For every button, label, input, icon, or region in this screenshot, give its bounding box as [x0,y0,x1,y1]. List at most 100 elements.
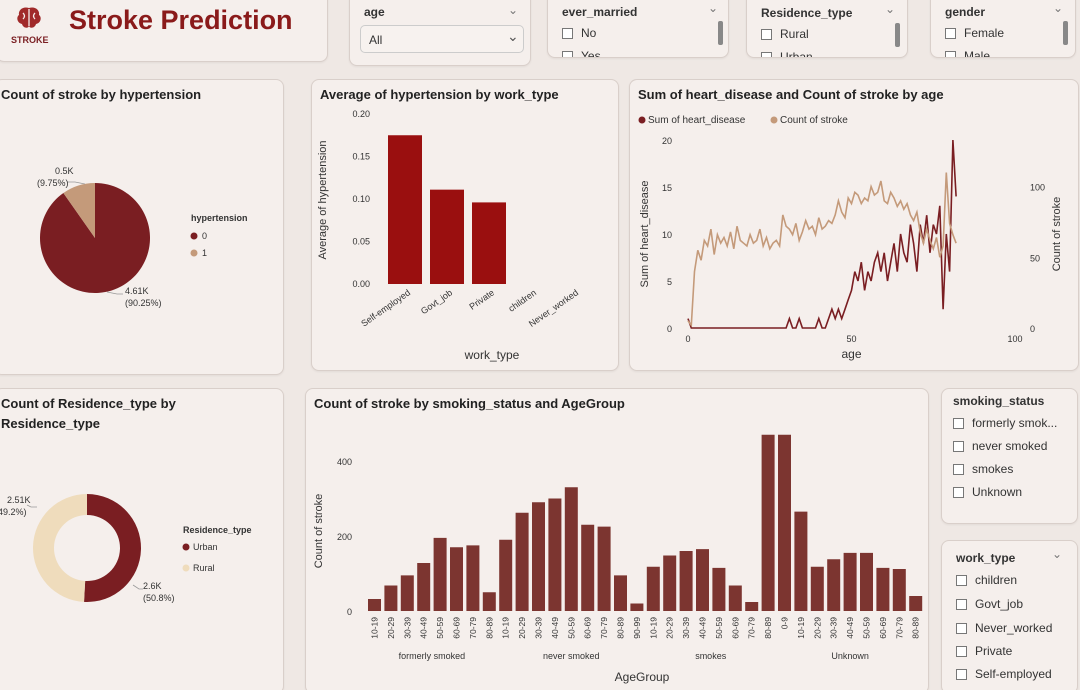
y-axis-label: Count of stroke [313,494,325,569]
x-tick-label: Self-employed [359,287,412,328]
hypertension-work-title: Average of hypertension by work_type [320,87,559,102]
y2-tick-label: 50 [1030,253,1040,263]
residence-slicer[interactable]: Residence_type ⌄ Rural Urban [746,0,908,58]
checkbox[interactable] [562,50,573,57]
checkbox[interactable] [956,668,967,680]
legend-label: Sum of heart_disease [648,115,746,126]
ever-married-option-no[interactable]: No [562,26,596,40]
bar [745,602,759,611]
checkbox[interactable] [956,574,967,586]
donut-slice-rural [32,494,87,602]
bar [892,569,906,611]
checkbox[interactable] [953,486,964,498]
checkbox[interactable] [956,622,967,634]
bar [400,575,414,611]
slicer-scrollbar[interactable] [1063,21,1068,45]
checkbox[interactable] [945,50,956,57]
bar [728,585,742,611]
heart-stroke-age-chart: Sum of heart_disease Count of stroke 0 5 10 1… [638,115,1063,361]
x-tick-label: 20-29 [517,617,527,639]
chevron-down-icon[interactable]: ⌄ [708,1,719,15]
group-label: never smoked [543,651,600,661]
x-tick-label: 60-69 [878,617,888,639]
checkbox[interactable] [761,28,772,40]
residence-donut-card: Count of Residence_type by Residence_typ… [0,388,284,690]
hypertension-work-card: Average of hypertension by work_type 0.0… [311,79,619,371]
checkbox[interactable] [956,645,967,657]
x-tick-label: 10-19 [501,617,511,639]
chevron-down-icon[interactable]: ⌄ [508,3,519,17]
ever-married-slicer-label: ever_married [562,5,638,19]
bar [663,555,677,611]
work-option-govt[interactable]: Govt_job [956,597,1023,611]
slicer-scrollbar[interactable] [895,23,900,47]
chevron-down-icon[interactable]: ⌄ [885,2,896,16]
ever-married-slicer[interactable]: ever_married ⌄ No Yes [547,0,729,58]
checkbox[interactable] [945,27,956,39]
bar [466,545,480,611]
bar [472,202,506,284]
y-tick-label: 0.00 [352,279,370,289]
option-label: Rural [780,27,809,41]
age-dropdown[interactable]: All ⌄ [360,25,524,53]
smoking-option-formerly[interactable]: formerly smok... [953,416,1057,430]
residence-option-urban[interactable]: Urban [761,50,813,57]
work-option-self[interactable]: Self-employed [956,667,1052,681]
work-option-never[interactable]: Never_worked [956,621,1052,635]
pie-slice-0 [39,183,150,293]
checkbox[interactable] [953,440,964,452]
smoking-option-never[interactable]: never smoked [953,439,1047,453]
legend-title: hypertension [191,213,248,223]
y-tick-label: 15 [662,183,672,193]
x-tick-label: 80-89 [616,617,626,639]
bar [450,547,463,611]
smoking-slicer[interactable]: smoking_status formerly smok... never sm… [941,388,1078,524]
smoking-option-smokes[interactable]: smokes [953,462,1013,476]
checkbox[interactable] [761,51,772,57]
checkbox[interactable] [953,417,964,429]
data-label: 2.51K [7,495,31,505]
age-dropdown-value: All [369,33,383,47]
residence-option-rural[interactable]: Rural [761,27,809,41]
page-title: Stroke Prediction [69,5,293,35]
bar [876,567,890,611]
x-tick-label: 80-89 [911,617,921,639]
legend-label: Urban [193,542,218,552]
leader-line [106,291,123,295]
bar [564,487,578,611]
y2-tick-label: 0 [1030,324,1035,334]
chevron-down-icon[interactable]: ⌄ [1053,1,1064,15]
slicer-scrollbar[interactable] [718,21,723,45]
bar [778,434,791,611]
leader-line [26,504,37,508]
checkbox[interactable] [953,463,964,475]
x-tick-label: 70-79 [468,617,478,639]
work-option-private[interactable]: Private [956,644,1012,658]
ever-married-option-yes[interactable]: Yes [562,49,601,57]
gender-option-male[interactable]: Male [945,49,990,57]
bar [433,537,447,611]
checkbox[interactable] [956,598,967,610]
age-slicer[interactable]: age ⌄ All ⌄ [349,0,531,66]
x-tick-label: 40-49 [550,617,560,639]
checkbox[interactable] [562,27,573,39]
series-line-stroke-count [687,172,957,328]
y-tick-label: 0.20 [352,109,370,119]
option-label: Govt_job [975,597,1024,611]
x-tick-label: 0-9 [780,617,790,630]
x-tick-label: 50-59 [714,617,724,639]
x-tick-label: 100 [1007,334,1022,344]
y-tick-label: 0 [667,324,672,334]
smoking-option-unknown[interactable]: Unknown [953,485,1022,499]
chevron-down-icon: ⌄ [507,28,519,44]
x-tick-label: 80-89 [484,617,494,639]
gender-option-female[interactable]: Female [945,26,1004,40]
y-tick-label: 0.10 [352,194,370,204]
work-type-slicer[interactable]: work_type ⌄ children Govt_job Never_work… [941,540,1078,690]
work-option-children[interactable]: children [956,573,1017,587]
x-tick-label: 40-49 [419,617,429,639]
age-slicer-label: age [364,5,385,19]
x-tick-label: 30-39 [534,617,544,639]
gender-slicer[interactable]: gender ⌄ Female Male [930,0,1076,58]
chevron-down-icon[interactable]: ⌄ [1052,547,1063,561]
